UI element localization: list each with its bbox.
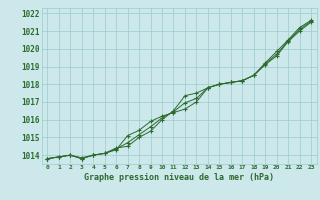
X-axis label: Graphe pression niveau de la mer (hPa): Graphe pression niveau de la mer (hPa) [84,173,274,182]
